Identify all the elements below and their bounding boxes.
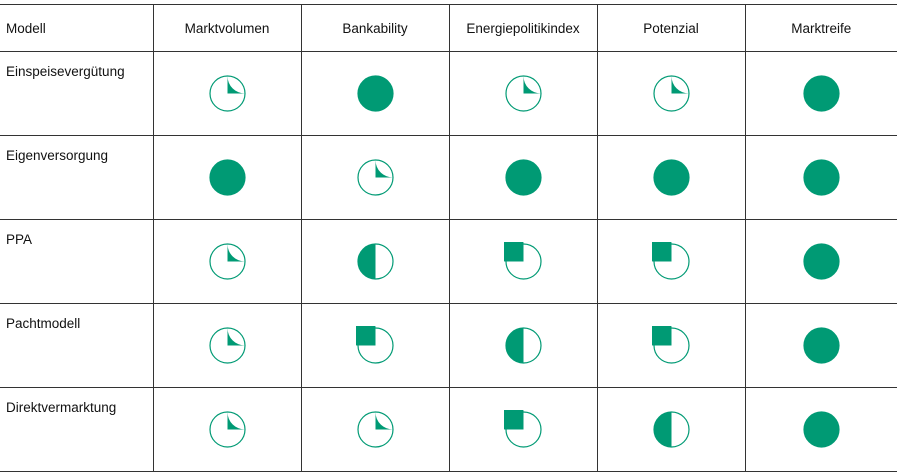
score-cell-marktreife	[744, 135, 897, 220]
model-label: Pachtmodell	[0, 303, 154, 388]
column-header-potenzial: Potenzial	[596, 4, 746, 52]
header-row: Modell Marktvolumen Bankability Energiep…	[0, 4, 897, 52]
model-label: PPA	[0, 219, 154, 304]
table-row: Eigenversorgung	[0, 135, 897, 220]
score-cell-potenzial	[596, 51, 746, 136]
table-body: Einspeisevergütung Eigenversorgung PPA Pach…	[0, 51, 897, 472]
harvey-ball-icon	[652, 159, 690, 196]
score-cell-marktvolumen	[152, 51, 302, 136]
table-row: Pachtmodell	[0, 303, 897, 388]
score-cell-marktreife	[744, 51, 897, 136]
score-cell-marktvolumen	[152, 219, 302, 304]
model-column-header: Modell	[0, 4, 154, 52]
harvey-ball-icon	[803, 75, 840, 112]
harvey-ball-icon	[356, 243, 394, 280]
table-row: Einspeisevergütung	[0, 51, 897, 136]
harvey-ball-icon	[503, 410, 542, 448]
score-cell-energiepolitikindex	[448, 219, 598, 304]
model-label: Einspeisevergütung	[0, 51, 154, 136]
harvey-ball-icon	[803, 327, 840, 364]
model-label: Eigenversorgung	[0, 135, 154, 220]
harvey-ball-icon	[356, 411, 394, 448]
harvey-ball-icon	[208, 327, 246, 364]
score-cell-energiepolitikindex	[448, 387, 598, 472]
harvey-ball-icon	[356, 75, 394, 112]
harvey-ball-icon	[504, 159, 542, 196]
score-cell-potenzial	[596, 135, 746, 220]
harvey-ball-icon	[208, 75, 246, 112]
score-cell-potenzial	[596, 387, 746, 472]
score-cell-bankability	[300, 219, 450, 304]
model-label: Direktvermarktung	[0, 387, 154, 472]
harvey-ball-icon	[504, 327, 542, 364]
harvey-ball-icon	[208, 243, 246, 280]
harvey-ball-icon	[208, 411, 246, 448]
table-row: PPA	[0, 219, 897, 304]
score-cell-energiepolitikindex	[448, 51, 598, 136]
score-cell-marktvolumen	[152, 303, 302, 388]
harvey-ball-icon	[503, 242, 542, 280]
score-cell-bankability	[300, 387, 450, 472]
harvey-ball-icon	[355, 326, 394, 364]
harvey-ball-icon	[651, 326, 690, 364]
harvey-ball-icon	[803, 159, 840, 196]
score-cell-bankability	[300, 135, 450, 220]
score-cell-energiepolitikindex	[448, 135, 598, 220]
score-cell-marktreife	[744, 303, 897, 388]
score-cell-bankability	[300, 51, 450, 136]
score-cell-potenzial	[596, 219, 746, 304]
score-cell-marktreife	[744, 387, 897, 472]
table-row: Direktvermarktung	[0, 387, 897, 472]
harvey-ball-icon	[652, 75, 690, 112]
harvey-ball-icon	[803, 243, 840, 280]
column-header-bankability: Bankability	[300, 4, 450, 52]
harvey-ball-icon	[356, 159, 394, 196]
harvey-ball-icon	[504, 75, 542, 112]
harvey-ball-table: Modell Marktvolumen Bankability Energiep…	[0, 4, 897, 472]
harvey-ball-icon	[208, 159, 246, 196]
score-cell-marktvolumen	[152, 135, 302, 220]
score-cell-marktreife	[744, 219, 897, 304]
harvey-ball-icon	[652, 411, 690, 448]
score-cell-marktvolumen	[152, 387, 302, 472]
column-header-marktvolumen: Marktvolumen	[152, 4, 302, 52]
column-header-marktreife: Marktreife	[744, 4, 897, 52]
harvey-ball-icon	[803, 411, 840, 448]
score-cell-bankability	[300, 303, 450, 388]
column-header-energiepolitikindex: Energiepolitikindex	[448, 4, 598, 52]
score-cell-energiepolitikindex	[448, 303, 598, 388]
score-cell-potenzial	[596, 303, 746, 388]
harvey-ball-icon	[651, 242, 690, 280]
